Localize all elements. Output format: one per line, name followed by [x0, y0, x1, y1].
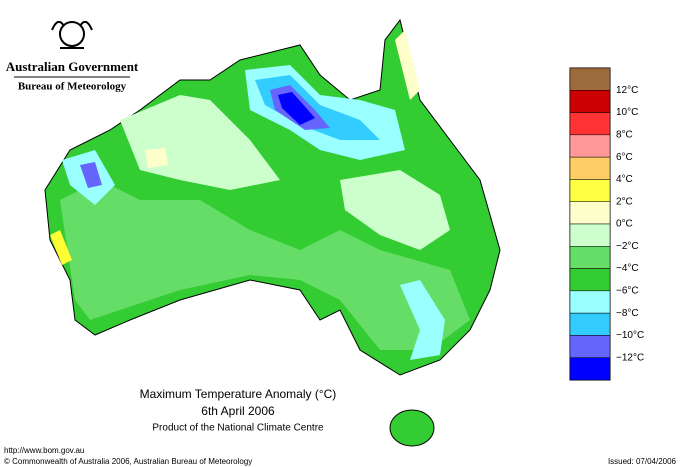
legend-label: 6°C: [616, 152, 633, 163]
legend-swatch: [569, 335, 611, 358]
map-credit: Product of the National Climate Centre: [152, 423, 324, 434]
legend-swatch: [569, 246, 611, 269]
government-name: Australian Government: [6, 59, 139, 74]
legend-label: 0°C: [616, 219, 633, 230]
legend: 12°C 10°C 8°C 6°C 4°C 2°C 0°C −2°C −4°C −6°C −8°C −…: [569, 67, 644, 381]
footer-copyright: © Commonwealth of Australia 2006, Austra…: [4, 457, 252, 466]
map: [44, 18, 501, 447]
legend-swatch: [569, 312, 611, 336]
legend-label: −10°C: [616, 330, 644, 341]
legend-swatch: [569, 156, 611, 180]
legend-label: 12°C: [616, 85, 638, 96]
legend-swatch: [569, 268, 611, 292]
legend-swatch: [569, 179, 611, 202]
legend-label: −12°C: [616, 352, 644, 363]
map-date: 6th April 2006: [201, 404, 275, 418]
footer-url: http://www.bom.gov.au: [4, 446, 84, 455]
legend-swatch: [569, 290, 611, 314]
map-title: Maximum Temperature Anomaly (°C): [140, 387, 337, 401]
legend-label: −8°C: [616, 308, 639, 319]
legend-label: −6°C: [616, 285, 639, 296]
legend-swatch: [569, 201, 611, 225]
legend-label: 10°C: [616, 107, 638, 118]
legend-label: 2°C: [616, 196, 633, 207]
legend-swatch: [569, 223, 611, 247]
footer-issued: Issued: 07/04/2006: [608, 457, 677, 466]
legend-swatch: [569, 134, 611, 158]
legend-swatch: [569, 90, 611, 113]
legend-label: 8°C: [616, 129, 633, 140]
legend-swatch: [569, 112, 611, 136]
legend-swatch: [569, 67, 611, 91]
legend-swatch: [569, 357, 611, 381]
bureau-name: Bureau of Meteorology: [18, 81, 127, 93]
legend-label: 4°C: [616, 174, 633, 185]
legend-label: −4°C: [616, 263, 639, 274]
legend-label: −2°C: [616, 241, 639, 252]
logo: [51, 20, 93, 49]
